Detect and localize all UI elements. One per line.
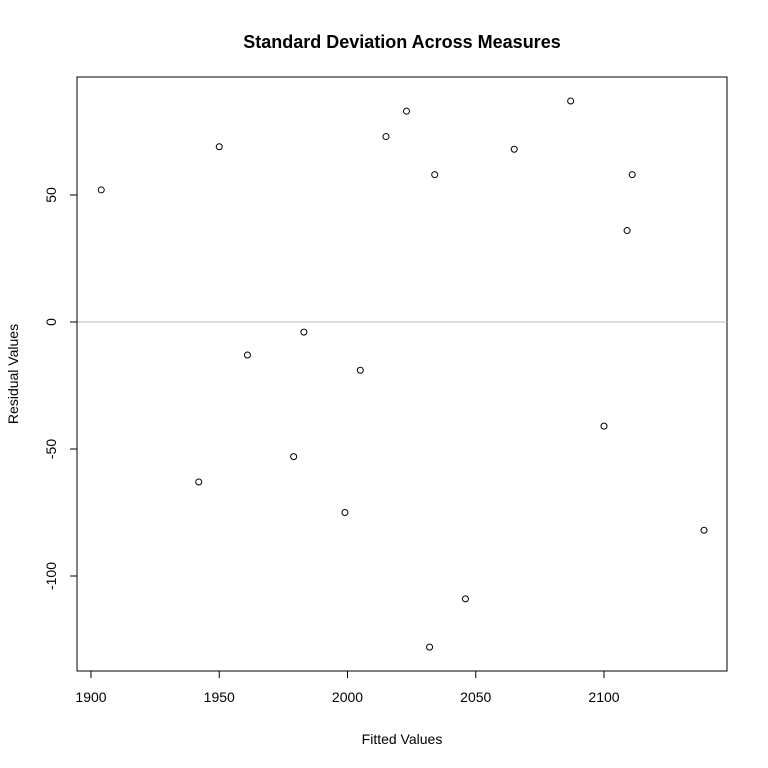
data-point [243,351,251,359]
data-point [431,171,439,179]
data-point [215,143,223,151]
data-point [195,478,203,486]
data-point [461,595,469,603]
data-point [402,107,410,115]
y-tick-label: 50 [43,187,59,203]
data-point [628,171,636,179]
data-point [567,97,575,105]
data-points [97,97,708,651]
data-point [341,509,349,516]
y-tick-label: 0 [43,318,59,326]
x-tick-label: 2000 [332,689,363,705]
data-point [290,453,298,461]
data-point [356,366,364,374]
x-axis-label: Fitted Values [362,731,443,747]
data-point [426,643,434,651]
chart-title: Standard Deviation Across Measures [243,32,560,52]
data-point [300,328,308,336]
x-tick-label: 2050 [460,689,491,705]
data-point [600,422,608,430]
x-tick-label: 2100 [588,689,619,705]
y-tick-label: -50 [43,439,59,459]
plot-frame [76,76,728,672]
data-point [623,227,631,235]
y-axis-label: Residual Values [5,324,21,424]
x-axis: 1900 1950 2000 2050 2100 [75,670,620,705]
x-tick-label: 1950 [204,689,235,705]
data-point [382,133,390,141]
data-point [700,526,708,534]
y-axis: -100 -50 0 50 [43,187,78,590]
y-tick-label: -100 [43,562,59,590]
data-point [97,186,105,194]
x-tick-label: 1900 [75,689,106,705]
data-point [510,145,518,153]
